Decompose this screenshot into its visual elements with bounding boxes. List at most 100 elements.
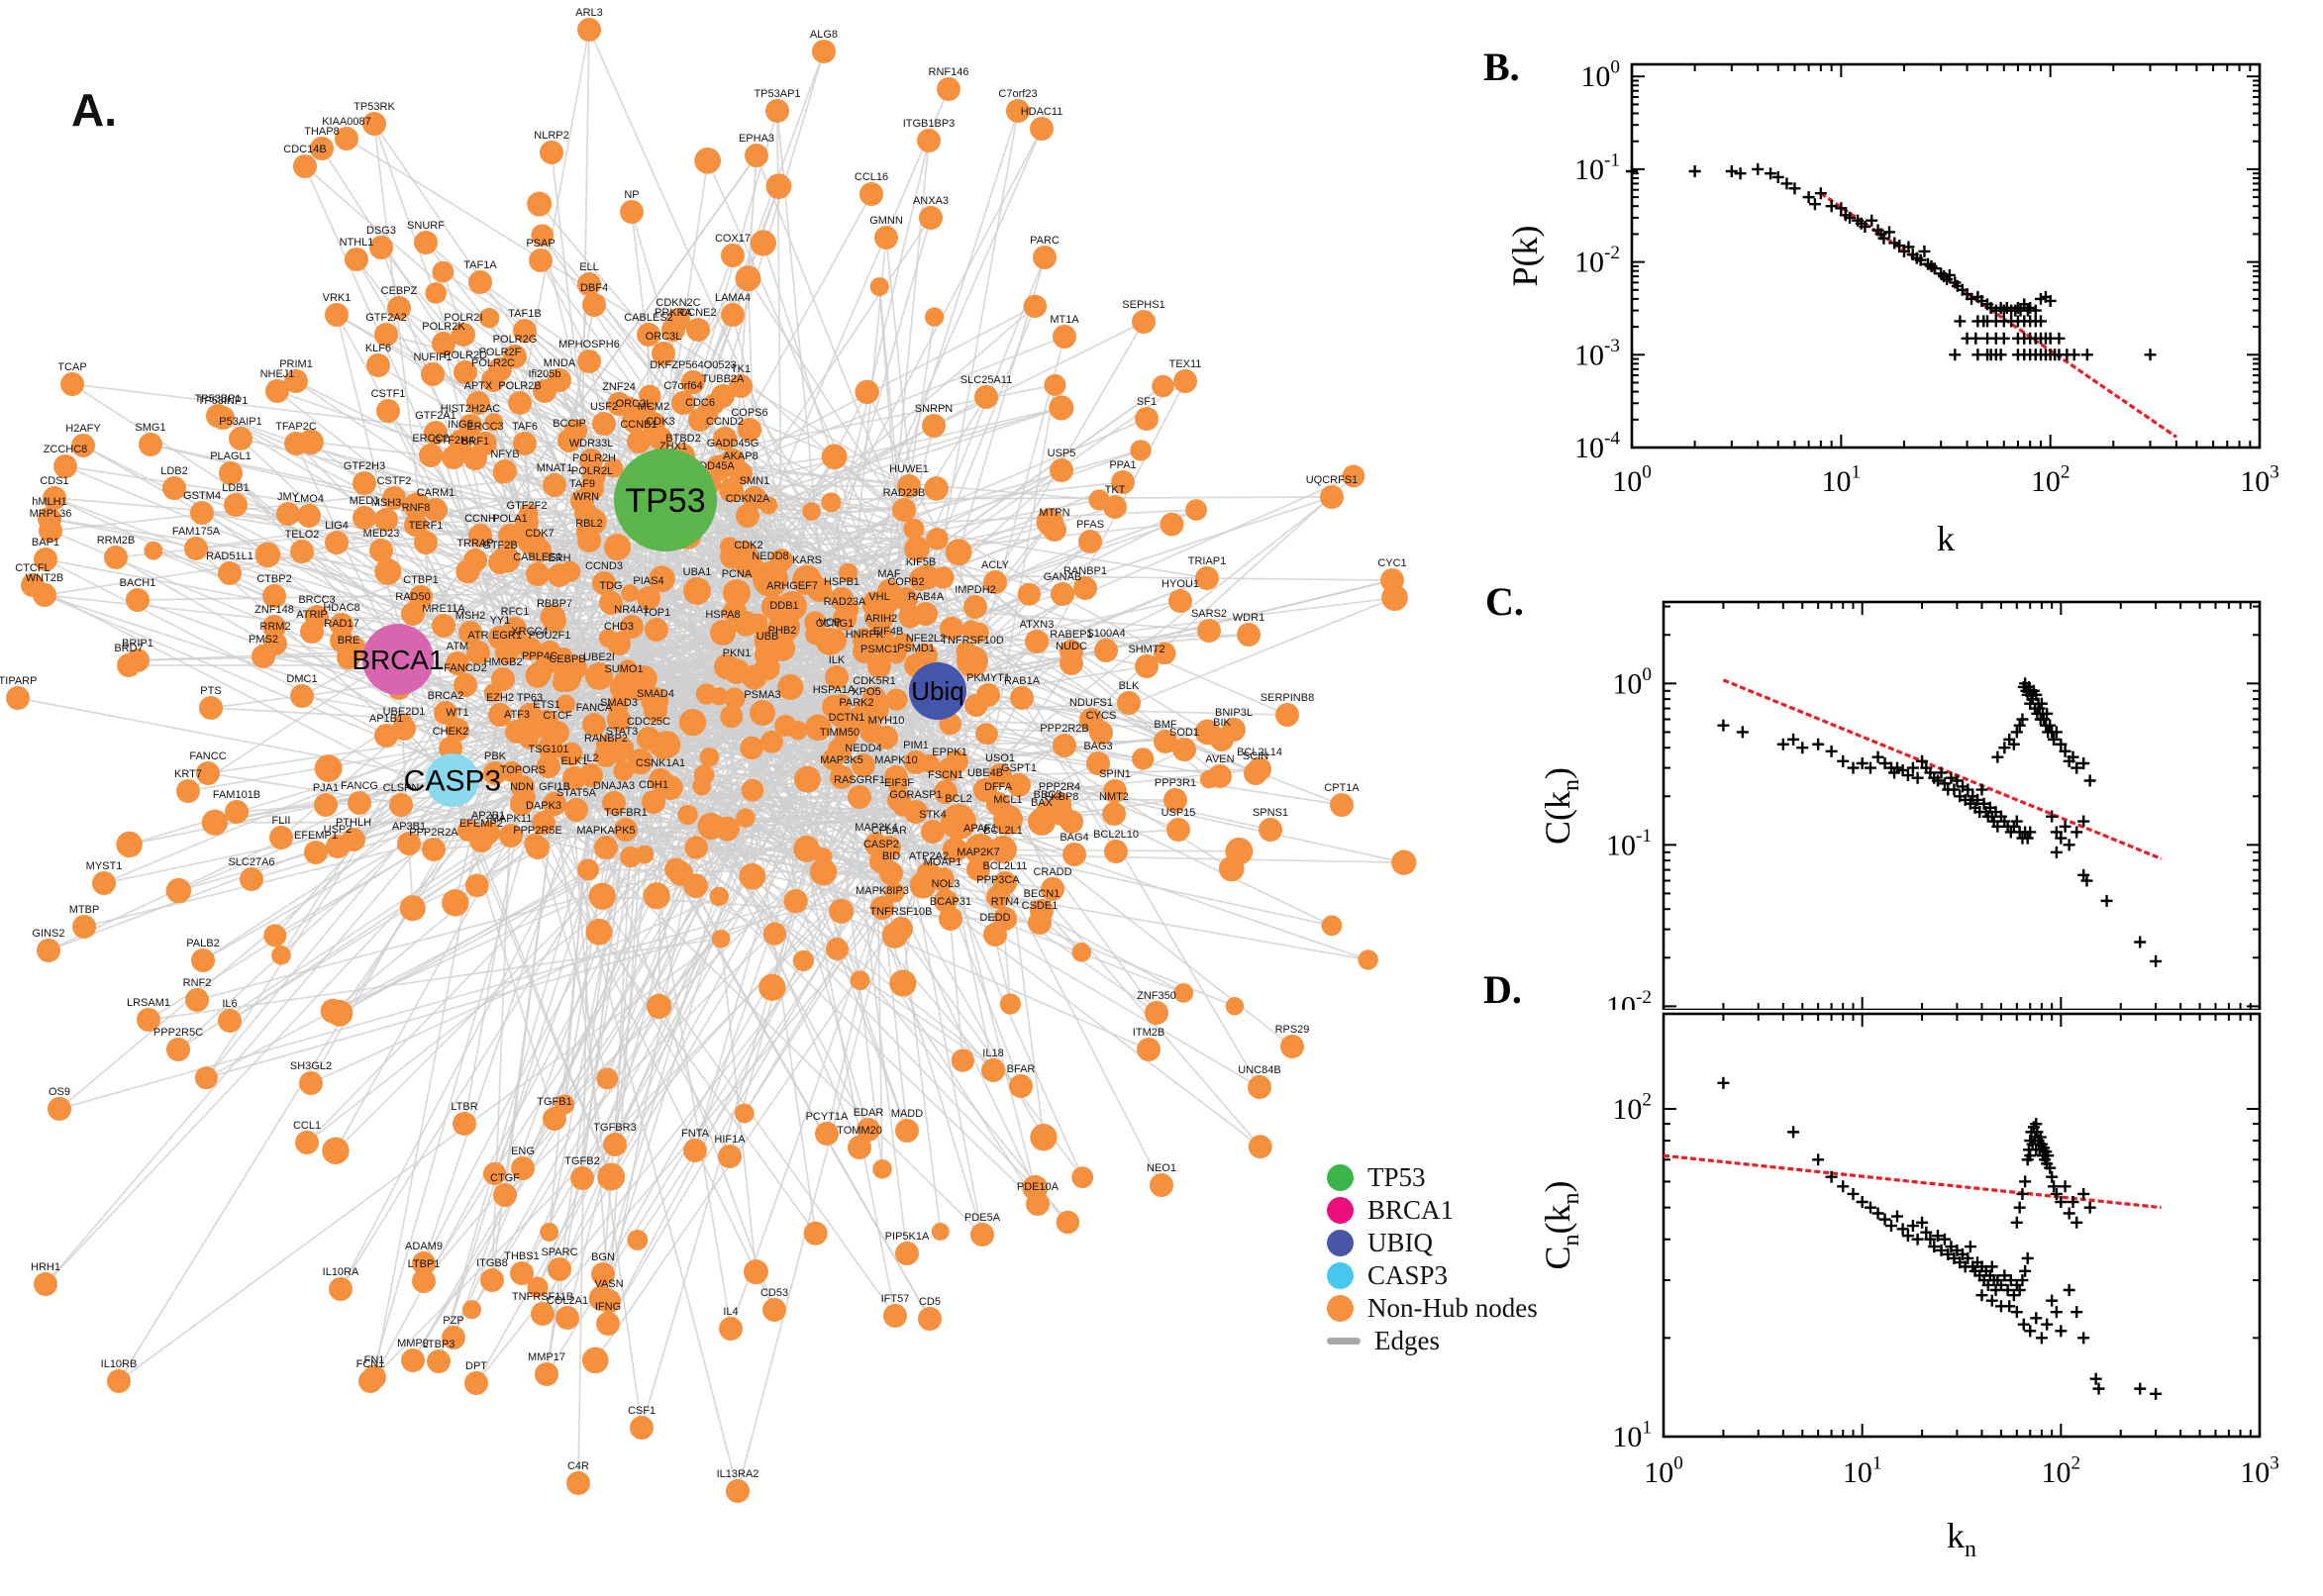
network-node [299,1071,323,1095]
node-label: C4R [567,1460,589,1472]
node-label: CPT1A [1324,782,1360,794]
node-label: ENG [511,1146,535,1157]
data-point-cross [1918,245,1931,257]
node-label: PIP5K1A [885,1231,930,1243]
node-label: PPP2R2A [409,827,458,839]
data-point-cross [1985,1260,1998,1273]
network-node [345,248,368,271]
node-label: BRCC3 [298,594,335,606]
network-node [484,413,503,432]
node-label: POLR2G [493,334,538,346]
network-node [300,620,324,644]
node-label: DPT [465,1360,487,1372]
network-node [620,846,642,868]
data-point-cross [1866,214,1878,227]
data-point-cross [1945,1241,1958,1253]
network-node [964,693,988,718]
network-node [1010,686,1034,710]
network-node [422,838,446,861]
node-label: CD5 [919,1296,941,1308]
node-label: BRCA2 [428,690,464,702]
data-point-cross [2016,1274,2029,1287]
data-point-cross [2077,757,2090,770]
node-label: BRD7 [114,643,143,654]
node-label: ERCC3 [466,421,503,433]
node-label: CTBP2 [256,573,291,585]
node-label: GTF2A1 [415,410,456,422]
node-label: GORASP1 [889,789,942,801]
network-node [464,873,489,898]
data-point-cross [2050,1187,2063,1200]
node-label: AP2B1 [471,810,505,822]
network-node [596,1067,619,1090]
node-label: MADD [891,1108,923,1120]
network-node [563,419,588,443]
node-label: NDN [510,781,534,793]
node-label: UBE2D1 [383,706,426,718]
node-label: FANCD2 [444,662,486,674]
y-axis-title: Cn(kn) [1538,1180,1584,1269]
node-label: CYC1 [1377,557,1406,569]
network-node [531,224,554,247]
node-label: SMAD4 [637,688,674,700]
network-node [366,353,390,377]
network-node [939,616,964,641]
node-label: TP53BP1 [194,393,241,405]
network-node [643,882,670,910]
node-label: CARM1 [417,487,455,499]
node-label: HUWE1 [889,463,929,475]
data-point-cross [2024,1149,2037,1162]
node-label: MMP17 [528,1351,565,1363]
network-node [646,993,672,1020]
node-label: TAF9 [569,478,595,490]
network-node [194,1066,218,1090]
network-node [792,949,815,972]
node-label: BACH1 [120,577,156,589]
tick-label: 101 [1822,462,1862,499]
network-node [926,528,949,550]
network-node [566,1471,590,1495]
network-node [836,597,859,622]
node-label: TKT [1105,484,1126,496]
network-node [290,684,314,708]
network-node [983,570,1007,594]
network-node [1342,464,1365,488]
legend-dot-icon [1327,1295,1354,1322]
network-node [642,790,665,814]
network-node [1117,691,1141,715]
data-point-cross [1935,766,1948,779]
hub-node-tp53 [614,449,717,551]
node-label: PPP2R4 [1039,781,1080,793]
network-node [1071,1166,1094,1189]
network-node [718,1145,742,1168]
node-label: GADD45G [707,438,759,449]
data-point-cross [1788,182,1801,195]
network-node [802,502,821,521]
network-node [932,566,955,589]
network-node [1086,751,1110,775]
network-node [466,391,490,415]
data-point-cross [1943,268,1956,281]
data-point-cross [2070,1306,2083,1319]
node-label: AKAP8 [723,450,758,462]
node-label: RTN4 [991,896,1020,908]
node-label: MAP3K5 [820,754,862,766]
network-node [488,703,512,727]
data-point-cross [2053,332,2066,345]
node-label: RRM2 [259,621,290,633]
network-node [830,765,854,789]
network-node [442,889,469,917]
network-node [1022,1174,1049,1201]
network-node [518,504,539,524]
network-node [374,724,398,748]
node-label: POLR2B [498,380,541,392]
node-label: PSMA3 [744,689,780,701]
node-label: RAD51L1 [206,550,253,562]
network-node [823,629,847,652]
network-node [53,454,77,478]
network-node [777,673,804,701]
network-node [540,141,563,164]
node-label: MTPN [1039,507,1069,519]
data-point-cross [1877,232,1890,245]
node-label: IFNG [595,1301,621,1313]
